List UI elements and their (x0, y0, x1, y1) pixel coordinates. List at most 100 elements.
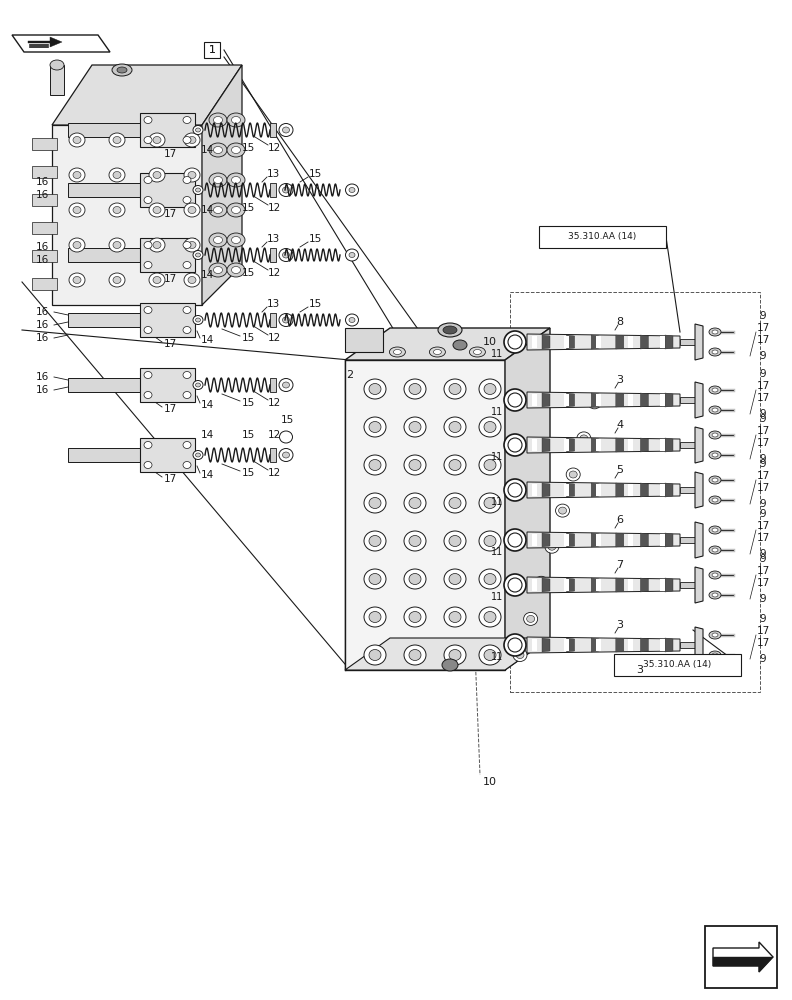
Polygon shape (566, 638, 575, 652)
Ellipse shape (569, 471, 577, 478)
Ellipse shape (144, 241, 152, 248)
Polygon shape (628, 336, 633, 348)
Ellipse shape (188, 136, 196, 143)
Ellipse shape (227, 173, 245, 187)
Ellipse shape (712, 453, 718, 457)
Text: 13: 13 (266, 169, 280, 179)
Ellipse shape (283, 317, 290, 323)
Ellipse shape (709, 526, 721, 534)
Ellipse shape (535, 576, 548, 589)
Ellipse shape (449, 497, 461, 508)
Ellipse shape (504, 574, 526, 596)
Polygon shape (140, 438, 195, 472)
Text: 9: 9 (760, 369, 767, 379)
Text: 15: 15 (308, 169, 322, 179)
Ellipse shape (712, 350, 718, 354)
Ellipse shape (404, 417, 426, 437)
Text: 15: 15 (280, 415, 294, 425)
Polygon shape (680, 397, 695, 403)
Ellipse shape (183, 261, 191, 268)
Ellipse shape (69, 168, 85, 182)
Text: 17: 17 (756, 426, 770, 436)
Polygon shape (616, 533, 624, 547)
Ellipse shape (283, 452, 290, 458)
Text: 17: 17 (163, 274, 177, 284)
Ellipse shape (364, 379, 386, 399)
Ellipse shape (209, 263, 227, 277)
Text: 35.310.AA (14): 35.310.AA (14) (643, 660, 712, 670)
Text: 11: 11 (491, 497, 503, 507)
Ellipse shape (113, 136, 121, 143)
Polygon shape (628, 394, 633, 406)
Text: 17: 17 (756, 471, 770, 481)
Text: 17: 17 (756, 393, 770, 403)
Text: 1: 1 (208, 45, 215, 55)
Ellipse shape (709, 651, 721, 659)
Text: 17: 17 (756, 521, 770, 531)
Ellipse shape (73, 241, 81, 248)
Ellipse shape (404, 645, 426, 665)
Ellipse shape (429, 347, 445, 357)
Ellipse shape (438, 323, 462, 337)
Ellipse shape (513, 648, 527, 662)
Ellipse shape (69, 203, 85, 217)
Ellipse shape (144, 391, 152, 398)
Ellipse shape (73, 207, 81, 214)
Ellipse shape (144, 442, 152, 448)
Polygon shape (628, 579, 633, 591)
Polygon shape (713, 942, 773, 972)
Ellipse shape (227, 233, 245, 247)
Ellipse shape (283, 187, 290, 193)
Polygon shape (660, 336, 665, 348)
Ellipse shape (183, 326, 191, 334)
Polygon shape (628, 534, 633, 546)
Text: 3: 3 (637, 665, 644, 675)
Polygon shape (140, 303, 195, 337)
Ellipse shape (508, 578, 522, 592)
Ellipse shape (712, 633, 718, 637)
Text: 12: 12 (268, 333, 280, 343)
Ellipse shape (409, 460, 421, 471)
Text: 17: 17 (756, 323, 770, 333)
Text: 17: 17 (756, 335, 770, 345)
Polygon shape (695, 522, 703, 558)
Polygon shape (680, 339, 695, 345)
Ellipse shape (712, 548, 718, 552)
Polygon shape (532, 534, 537, 546)
Ellipse shape (709, 328, 721, 336)
Polygon shape (566, 578, 575, 592)
Ellipse shape (712, 498, 718, 502)
Ellipse shape (364, 607, 386, 627)
Ellipse shape (227, 203, 245, 217)
Ellipse shape (364, 417, 386, 437)
Ellipse shape (184, 168, 200, 182)
Ellipse shape (444, 455, 466, 475)
Ellipse shape (548, 543, 556, 550)
Ellipse shape (580, 435, 588, 442)
Polygon shape (140, 173, 195, 207)
Ellipse shape (113, 276, 121, 284)
Ellipse shape (109, 238, 125, 252)
Polygon shape (591, 393, 600, 407)
Text: 9: 9 (760, 459, 767, 469)
Text: 15: 15 (242, 268, 254, 278)
Ellipse shape (144, 326, 152, 334)
Ellipse shape (479, 607, 501, 627)
Ellipse shape (113, 207, 121, 214)
Text: 17: 17 (163, 149, 177, 159)
Text: 10: 10 (483, 337, 497, 347)
Ellipse shape (183, 196, 191, 204)
Text: 9: 9 (760, 594, 767, 604)
Polygon shape (591, 638, 600, 652)
Ellipse shape (196, 128, 200, 132)
Ellipse shape (364, 569, 386, 589)
Ellipse shape (144, 371, 152, 378)
Ellipse shape (227, 143, 245, 157)
Ellipse shape (527, 615, 535, 622)
Ellipse shape (449, 650, 461, 660)
Ellipse shape (214, 266, 223, 273)
Ellipse shape (349, 188, 355, 192)
Ellipse shape (709, 476, 721, 484)
Text: 12: 12 (268, 468, 280, 478)
Ellipse shape (214, 236, 223, 243)
